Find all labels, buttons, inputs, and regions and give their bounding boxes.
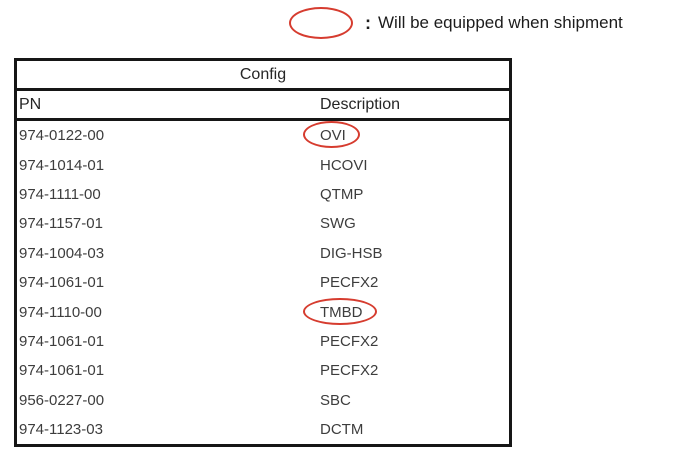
pn-cell: 974-1061-01 <box>19 332 105 350</box>
description-cell: QTMP <box>320 186 509 203</box>
legend-separator: : <box>365 13 371 33</box>
description-text: PECFX2 <box>320 332 379 350</box>
description-cell: PECFX2 <box>320 362 509 379</box>
legend: : Will be equipped when shipment <box>289 6 623 40</box>
table-row: 974-0122-00 OVI <box>17 121 509 150</box>
pn-cell: 974-1061-01 <box>19 274 105 292</box>
description-text: DCTM <box>320 421 364 439</box>
pn-cell: 956-0227-00 <box>19 391 105 409</box>
table-row: 974-1110-00 TMBD <box>17 297 509 326</box>
description-text: QTMP <box>320 185 364 203</box>
pn-cell: 974-1111-00 <box>19 185 101 203</box>
pn-cell: 974-1110-00 <box>19 303 102 321</box>
table-row: 974-1004-03 DIG-HSB <box>17 239 509 268</box>
description-cell: DIG-HSB <box>320 245 509 262</box>
table-body: 974-0122-00 OVI 974-1014-01 HCOVI 974-1111-0… <box>17 121 509 444</box>
table-row: 974-1123-03 DCTM <box>17 415 509 444</box>
description-text: SBC <box>320 391 351 409</box>
config-table: Config PN Description 974-0122-00 OVI 974-… <box>14 58 512 448</box>
table-row: 974-1111-00 QTMP <box>17 180 509 209</box>
pn-cell: 974-1061-01 <box>19 362 105 380</box>
description-cell: DCTM <box>320 421 509 438</box>
description-cell: SWG <box>320 215 509 232</box>
table-title: Config <box>17 61 509 91</box>
pn-cell: 974-1004-03 <box>19 244 105 262</box>
description-cell: HCOVI <box>320 157 509 174</box>
column-header-description: Description <box>320 95 401 113</box>
table-row: 974-1157-01 SWG <box>17 209 509 238</box>
pn-cell: 974-1014-01 <box>19 156 105 174</box>
column-header-pn: PN <box>19 95 42 113</box>
pn-cell: 974-1157-01 <box>19 215 103 233</box>
description-text: PECFX2 <box>320 362 379 380</box>
table-row: 956-0227-00 SBC <box>17 386 509 415</box>
description-cell: PECFX2 <box>320 274 509 291</box>
table-row: 974-1014-01 HCOVI <box>17 150 509 179</box>
red-ellipse-icon <box>289 7 353 39</box>
legend-text: Will be equipped when shipment <box>378 13 623 32</box>
description-cell: PECFX2 <box>320 333 509 350</box>
description-text: PECFX2 <box>320 274 379 292</box>
pn-cell: 974-0122-00 <box>19 127 105 145</box>
description-text: HCOVI <box>320 156 368 174</box>
description-text-circled: TMBD <box>303 297 376 325</box>
description-cell: SBC <box>320 392 509 409</box>
description-cell: OVI <box>303 121 509 149</box>
table-header-row: PN Description <box>17 91 509 121</box>
description-text: SWG <box>320 215 356 233</box>
pn-cell: 974-1123-03 <box>19 421 103 439</box>
description-text-circled: OVI <box>303 121 360 149</box>
description-cell: TMBD <box>303 297 509 325</box>
description-text: DIG-HSB <box>320 244 383 262</box>
table-row: 974-1061-01 PECFX2 <box>17 327 509 356</box>
table-row: 974-1061-01 PECFX2 <box>17 268 509 297</box>
table-row: 974-1061-01 PECFX2 <box>17 356 509 385</box>
